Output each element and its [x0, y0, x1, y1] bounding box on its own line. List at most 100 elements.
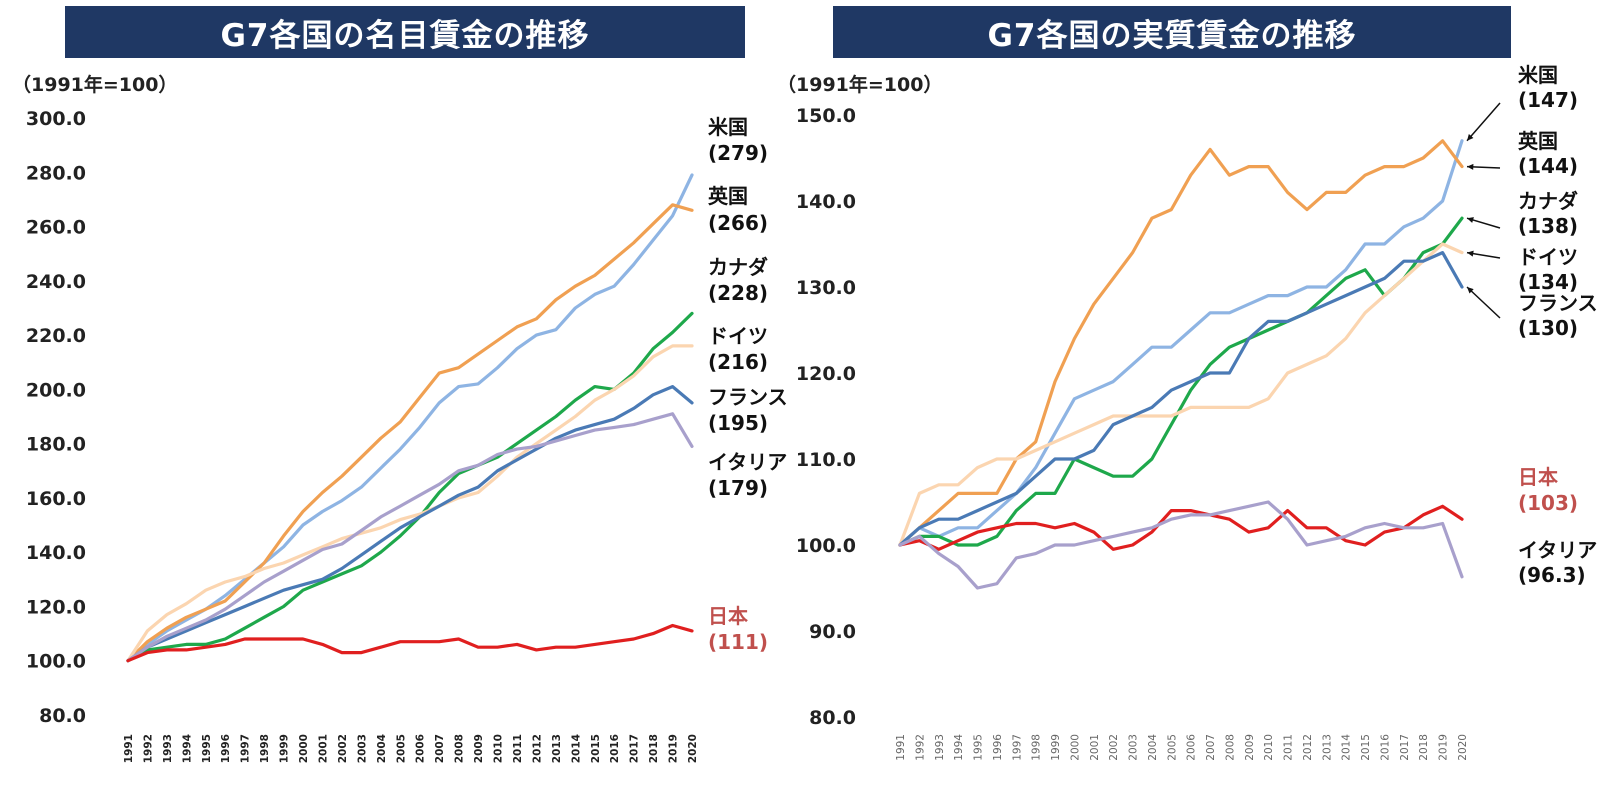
nominal-y-tick-label: 140.0	[26, 542, 86, 564]
real-x-tick-label: 2005	[1166, 734, 1178, 761]
nominal-x-tick-label: 2010	[493, 734, 505, 763]
real-x-tick-label: 1995	[973, 734, 985, 761]
real-y-tick-label: 90.0	[809, 621, 856, 643]
nominal-x-tick-label: 2015	[590, 734, 602, 763]
real-label-arrow	[1466, 102, 1501, 142]
real-x-tick-label: 1992	[914, 734, 926, 761]
nominal-x-tick-label: 1995	[201, 734, 213, 763]
nominal-x-tick-label: 2002	[337, 734, 349, 763]
nominal-series-label-name: 米国	[708, 115, 748, 139]
real-series-label-name: カナダ	[1518, 189, 1578, 213]
real-series-label-name: ドイツ	[1518, 245, 1578, 269]
real-x-tick-label: 1991	[895, 734, 907, 761]
nominal-x-tick-label: 2013	[551, 734, 563, 763]
real-label-arrow	[1466, 286, 1501, 319]
real-y-tick-label: 130.0	[796, 277, 856, 299]
nominal-x-tick-label: 1996	[220, 734, 232, 763]
real-y-tick-label: 120.0	[796, 363, 856, 385]
nominal-series-label-value: (111)	[708, 630, 768, 654]
real-x-tick-label: 2012	[1302, 734, 1314, 761]
real-x-tick-label: 2020	[1457, 734, 1469, 761]
nominal-wage-chart: 80.0 100.0 120.0 140.0 160.0 180.0 200.0 220.0 2…	[26, 108, 788, 763]
left-chart-title: G7各国の名目賃金の推移	[65, 6, 745, 58]
nominal-x-tick-label: 1994	[181, 734, 193, 763]
nominal-series-label-value: (266)	[708, 211, 768, 235]
nominal-series-label-name: 英国	[708, 184, 748, 208]
nominal-x-tick-label: 2011	[512, 734, 524, 763]
nominal-x-tick-label: 2006	[415, 734, 427, 763]
real-series-line-ドイツ	[898, 242, 1464, 547]
right-chart-title: G7各国の実質賃金の推移	[833, 6, 1511, 58]
real-x-tick-label: 2007	[1205, 734, 1217, 761]
nominal-x-tick-label: 1999	[279, 734, 291, 763]
real-x-tick-label: 2014	[1341, 734, 1353, 761]
nominal-series-label-name: カナダ	[708, 255, 768, 279]
nominal-series-label-name: 日本	[708, 604, 748, 628]
real-x-tick-label: 2001	[1089, 734, 1101, 761]
nominal-x-tick-label: 1998	[259, 734, 271, 763]
nominal-x-tick-label: 2007	[434, 734, 446, 763]
real-series-label-value: (103)	[1518, 491, 1578, 515]
nominal-y-tick-label: 200.0	[26, 379, 86, 401]
nominal-x-tick-label: 2000	[298, 734, 310, 763]
nominal-x-tick-label: 1993	[162, 734, 174, 763]
real-x-tick-label: 2017	[1399, 734, 1411, 761]
real-x-tick-label: 2013	[1321, 734, 1333, 761]
real-x-tick-label: 1997	[1011, 734, 1023, 761]
nominal-x-tick-label: 2016	[609, 734, 621, 763]
real-y-tick-label: 110.0	[796, 449, 856, 471]
real-x-tick-label: 1994	[953, 734, 965, 761]
nominal-x-tick-label: 2009	[473, 734, 485, 763]
nominal-series-label-value: (228)	[708, 281, 768, 305]
nominal-y-tick-label: 300.0	[26, 108, 86, 130]
nominal-series-line-フランス	[126, 385, 694, 663]
nominal-series-line-イタリア	[126, 412, 694, 663]
left-unit-label: （1991年=100）	[12, 74, 178, 96]
real-x-tick-label: 2019	[1438, 734, 1450, 761]
real-series-label-name: フランス	[1518, 291, 1598, 315]
real-series-label-name: 日本	[1518, 465, 1558, 489]
nominal-series-line-日本	[126, 623, 694, 663]
real-x-tick-label: 2011	[1283, 734, 1295, 761]
real-y-tick-label: 140.0	[796, 191, 856, 213]
nominal-series-line-ドイツ	[126, 344, 694, 663]
real-x-tick-label: 2008	[1224, 734, 1236, 761]
real-series-line-カナダ	[898, 216, 1464, 547]
nominal-y-tick-label: 280.0	[26, 162, 86, 184]
real-label-arrowhead	[1467, 163, 1474, 170]
nominal-x-tick-label: 2019	[668, 734, 680, 763]
real-label-arrowhead	[1467, 217, 1474, 223]
nominal-x-tick-label: 2012	[531, 734, 543, 763]
real-y-tick-label: 80.0	[809, 707, 856, 729]
real-series-line-フランス	[898, 251, 1464, 547]
nominal-series-line-英国	[126, 203, 694, 663]
nominal-series-line-米国	[126, 173, 694, 663]
nominal-x-tick-label: 2018	[648, 734, 660, 763]
real-x-tick-label: 2015	[1360, 734, 1372, 761]
real-series-label-value: (138)	[1518, 214, 1578, 238]
nominal-x-tick-label: 2008	[454, 734, 466, 763]
real-label-arrowhead	[1467, 287, 1474, 294]
nominal-y-tick-label: 120.0	[26, 596, 86, 618]
nominal-y-tick-label: 160.0	[26, 488, 86, 510]
nominal-y-tick-label: 260.0	[26, 217, 86, 239]
nominal-x-tick-label: 1991	[123, 734, 135, 763]
nominal-series-label-value: (279)	[708, 141, 768, 165]
right-unit-label: （1991年=100）	[777, 74, 943, 96]
real-wage-chart: 80.0 90.0 100.0 110.0 120.0 130.0 140.0 150.0 19…	[796, 63, 1598, 761]
real-series-label-value: (96.3)	[1518, 563, 1586, 587]
nominal-y-tick-label: 80.0	[39, 705, 86, 727]
nominal-series-label-value: (216)	[708, 350, 768, 374]
nominal-x-tick-label: 2005	[395, 734, 407, 763]
nominal-x-tick-label: 2014	[570, 734, 582, 763]
real-x-tick-label: 2003	[1128, 734, 1140, 761]
real-x-tick-label: 2000	[1069, 734, 1081, 761]
nominal-y-tick-label: 180.0	[26, 434, 86, 456]
real-series-label-name: 米国	[1518, 63, 1558, 87]
real-x-tick-label: 2016	[1379, 734, 1391, 761]
real-series-line-英国	[898, 139, 1464, 547]
nominal-y-tick-label: 220.0	[26, 325, 86, 347]
real-series-label-value: (134)	[1518, 270, 1578, 294]
real-series-label-name: 英国	[1518, 129, 1558, 153]
real-x-tick-label: 1993	[934, 734, 946, 761]
